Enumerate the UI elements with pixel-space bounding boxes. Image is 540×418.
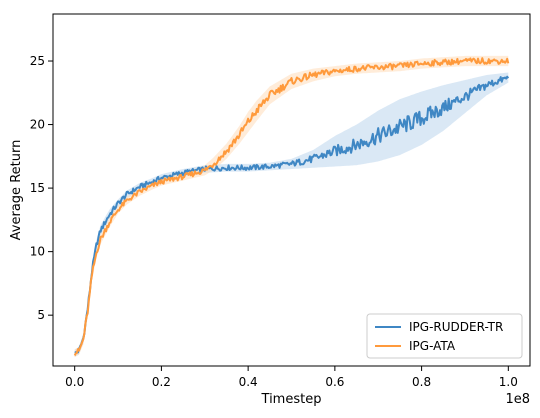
legend-label-ipg-rudder-tr: IPG-RUDDER-TR [409, 320, 503, 334]
x-tick-label: 0.6 [325, 375, 344, 389]
x-tick-label: 0.0 [65, 375, 84, 389]
y-tick-label: 25 [30, 54, 45, 68]
y-tick-label: 15 [30, 181, 45, 195]
series-line-ipg-rudder-tr [74, 75, 510, 354]
x-tick-label: 0.2 [152, 375, 171, 389]
x-tick-label: 0.8 [412, 375, 431, 389]
x-tick-label: 1.0 [499, 375, 518, 389]
legend-box [366, 313, 523, 359]
band-ipg-rudder-tr [74, 72, 509, 358]
legend-label-ipg-ata: IPG-ATA [409, 339, 456, 353]
series-line-ipg-ata [73, 57, 510, 356]
y-axis-label: Average Return [9, 140, 24, 241]
confidence-bands [74, 55, 509, 358]
legend: IPG-RUDDER-TR IPG-ATA [366, 313, 523, 359]
y-tick-label: 10 [30, 245, 45, 259]
series-lines [73, 57, 510, 356]
plot-area-frame [52, 13, 531, 367]
x-axis: 0.0 0.2 0.4 0.6 0.8 1.0 [65, 366, 518, 389]
x-axis-label: Timestep [261, 392, 322, 407]
x-axis-offset-label: 1e8 [505, 392, 530, 407]
y-tick-label: 20 [30, 118, 45, 132]
y-axis: 5 10 15 20 25 [30, 54, 53, 322]
y-tick-label: 5 [37, 308, 45, 322]
x-tick-label: 0.4 [239, 375, 258, 389]
